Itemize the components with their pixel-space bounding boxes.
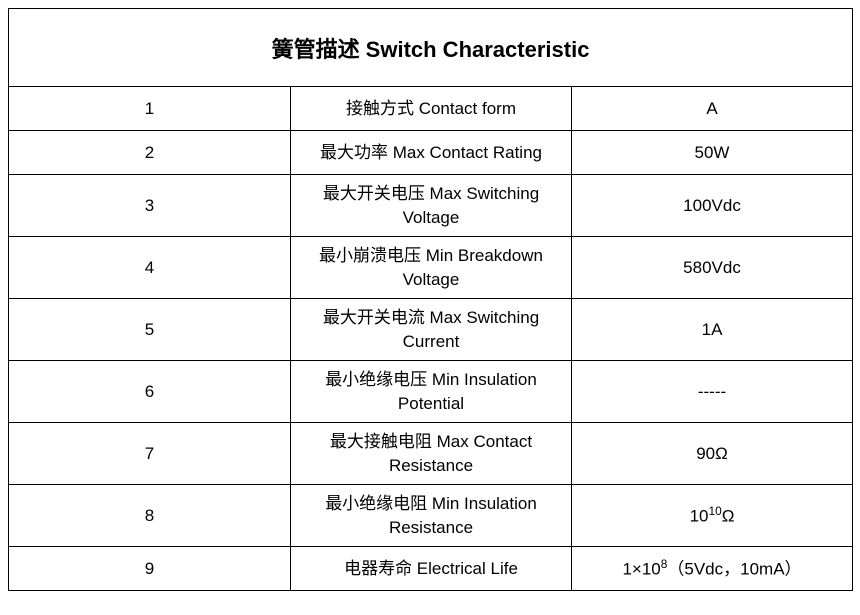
table-title-row: 簧管描述 Switch Characteristic	[9, 9, 853, 87]
row-label: 最小绝缘电压 Min Insulation Potential	[291, 361, 572, 423]
row-label: 最大接触电阻 Max Contact Resistance	[291, 423, 572, 485]
row-index: 5	[9, 299, 291, 361]
table-row: 1 接触方式 Contact form A	[9, 87, 853, 131]
row-value: 1A	[572, 299, 853, 361]
table-row: 6 最小绝缘电压 Min Insulation Potential -----	[9, 361, 853, 423]
row-index: 1	[9, 87, 291, 131]
table-row: 2 最大功率 Max Contact Rating 50W	[9, 131, 853, 175]
table-row: 4 最小崩溃电压 Min Breakdown Voltage 580Vdc	[9, 237, 853, 299]
row-value: 1010Ω	[572, 485, 853, 547]
table-row: 9 电器寿命 Electrical Life 1×108（5Vdc，10mA）	[9, 547, 853, 591]
row-label: 最大开关电流 Max Switching Current	[291, 299, 572, 361]
row-label: 最小绝缘电阻 Min Insulation Resistance	[291, 485, 572, 547]
row-index: 7	[9, 423, 291, 485]
table-row: 5 最大开关电流 Max Switching Current 1A	[9, 299, 853, 361]
row-index: 8	[9, 485, 291, 547]
row-index: 2	[9, 131, 291, 175]
row-value: 100Vdc	[572, 175, 853, 237]
row-index: 6	[9, 361, 291, 423]
row-value: 1×108（5Vdc，10mA）	[572, 547, 853, 591]
table-row: 3 最大开关电压 Max Switching Voltage 100Vdc	[9, 175, 853, 237]
row-value: 50W	[572, 131, 853, 175]
row-index: 3	[9, 175, 291, 237]
row-label: 最大开关电压 Max Switching Voltage	[291, 175, 572, 237]
row-label: 接触方式 Contact form	[291, 87, 572, 131]
row-label: 最小崩溃电压 Min Breakdown Voltage	[291, 237, 572, 299]
row-value: A	[572, 87, 853, 131]
row-value: 90Ω	[572, 423, 853, 485]
row-value: 580Vdc	[572, 237, 853, 299]
switch-characteristic-table: 簧管描述 Switch Characteristic 1 接触方式 Contac…	[8, 8, 853, 591]
row-label: 最大功率 Max Contact Rating	[291, 131, 572, 175]
row-label: 电器寿命 Electrical Life	[291, 547, 572, 591]
table-title: 簧管描述 Switch Characteristic	[9, 9, 853, 87]
table-row: 8 最小绝缘电阻 Min Insulation Resistance 1010Ω	[9, 485, 853, 547]
row-index: 4	[9, 237, 291, 299]
row-index: 9	[9, 547, 291, 591]
table-row: 7 最大接触电阻 Max Contact Resistance 90Ω	[9, 423, 853, 485]
row-value: -----	[572, 361, 853, 423]
